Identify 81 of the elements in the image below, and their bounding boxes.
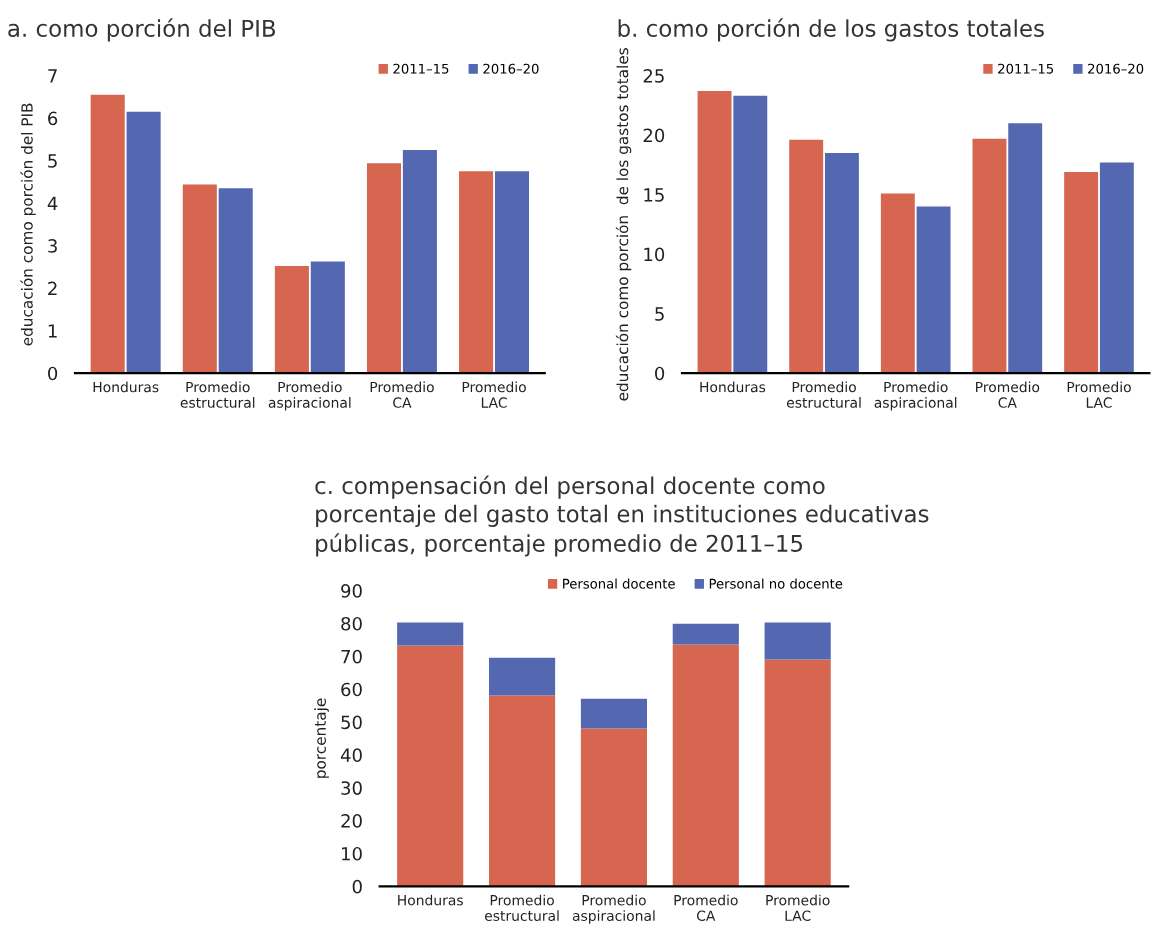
bar [733, 95, 768, 374]
bar [972, 138, 1007, 374]
bar [274, 266, 309, 374]
y-tick-label: 90 [341, 584, 362, 598]
x-tick-label: Promedio aspiracional [572, 894, 655, 924]
y-axis-title: educación como porción del PIB [20, 103, 36, 346]
bar [488, 657, 556, 696]
y-tick-label: 5 [655, 307, 664, 321]
x-tick-label: Honduras [700, 381, 766, 393]
y-tick-label: 0 [655, 366, 665, 381]
x-tick-label: Promedio estructural [786, 381, 861, 408]
bar [90, 94, 125, 374]
y-tick-label: 15 [644, 188, 664, 202]
bar [126, 111, 161, 374]
x-tick-label: Honduras [93, 381, 159, 393]
bar [182, 184, 217, 374]
legend-label: Personal docente [563, 578, 675, 589]
chart-title: a. como porción del PIB [8, 18, 276, 42]
y-axis-title: porcentaje [314, 698, 329, 778]
bar [789, 139, 824, 374]
y-tick-label: 1 [48, 324, 57, 338]
y-tick-label: 20 [643, 128, 665, 143]
y-tick-label: 60 [341, 682, 362, 697]
bar [488, 695, 556, 887]
chart-title: c. compensación del personal docente como porcentaje del gasto total en instituciones educativas públicas, porcentaje promedio de 2011–15 [315, 475, 929, 557]
y-tick-label: 10 [342, 846, 362, 861]
bar [310, 261, 345, 374]
y-tick-label: 4 [47, 196, 58, 210]
y-tick-label: 50 [341, 715, 362, 730]
y-tick-label: 80 [341, 616, 362, 631]
bar [1064, 172, 1099, 374]
bar [218, 188, 253, 374]
bar [672, 623, 739, 645]
bar [672, 644, 739, 887]
legend-label: 2011–15 [393, 63, 449, 74]
bar [880, 193, 915, 374]
bar [402, 149, 437, 374]
bar [580, 728, 647, 887]
x-tick-label: Promedio estructural [180, 381, 255, 408]
legend-label: 2016–20 [483, 63, 539, 74]
bar [397, 645, 464, 887]
legend-label: Personal no docente [709, 578, 843, 589]
y-tick-label: 10 [644, 247, 665, 262]
bar [764, 659, 831, 887]
bar [459, 171, 494, 374]
legend-label: 2011–15 [998, 63, 1053, 74]
bar [494, 171, 530, 374]
bar [366, 163, 402, 374]
x-tick-label: Promedio LAC [766, 894, 830, 921]
bar [916, 206, 951, 374]
y-tick-label: 7 [48, 69, 57, 83]
y-tick-label: 2 [48, 281, 57, 296]
x-tick-label: Promedio CA [976, 381, 1040, 408]
y-tick-label: 20 [341, 814, 362, 828]
y-tick-label: 6 [48, 111, 58, 126]
bar [764, 622, 831, 660]
chart-title: b. como porción de los gastos totales [618, 18, 1044, 42]
y-tick-label: 70 [341, 649, 362, 664]
x-tick-label: Promedio aspiracional [874, 381, 957, 411]
y-tick-label: 30 [341, 781, 362, 795]
y-tick-label: 0 [352, 879, 362, 894]
x-tick-label: Promedio LAC [1067, 381, 1131, 408]
bar [824, 152, 859, 374]
x-tick-label: Promedio LAC [462, 381, 526, 408]
x-tick-label: Promedio estructural [484, 894, 559, 921]
y-tick-label: 5 [48, 154, 57, 168]
x-tick-label: Promedio CA [674, 894, 738, 921]
x-tick-label: Promedio CA [370, 381, 434, 408]
y-tick-label: 3 [48, 239, 57, 253]
x-tick-label: Promedio aspiracional [268, 381, 351, 411]
bar [580, 698, 647, 729]
bar [397, 622, 464, 646]
y-axis-title: educación como porción de los gastos totales [615, 48, 632, 401]
y-tick-label: 25 [643, 69, 664, 83]
legend-label: 2016–20 [1088, 63, 1144, 74]
bar [697, 91, 732, 374]
x-tick-label: Honduras [398, 894, 463, 906]
bar [1008, 123, 1043, 374]
bar [1099, 162, 1134, 374]
y-tick-label: 40 [340, 748, 362, 763]
y-tick-label: 0 [48, 366, 58, 381]
